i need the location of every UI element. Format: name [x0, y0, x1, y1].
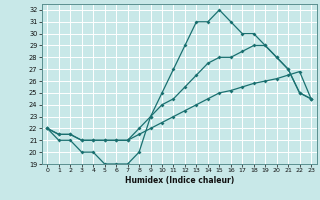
- X-axis label: Humidex (Indice chaleur): Humidex (Indice chaleur): [124, 176, 234, 185]
